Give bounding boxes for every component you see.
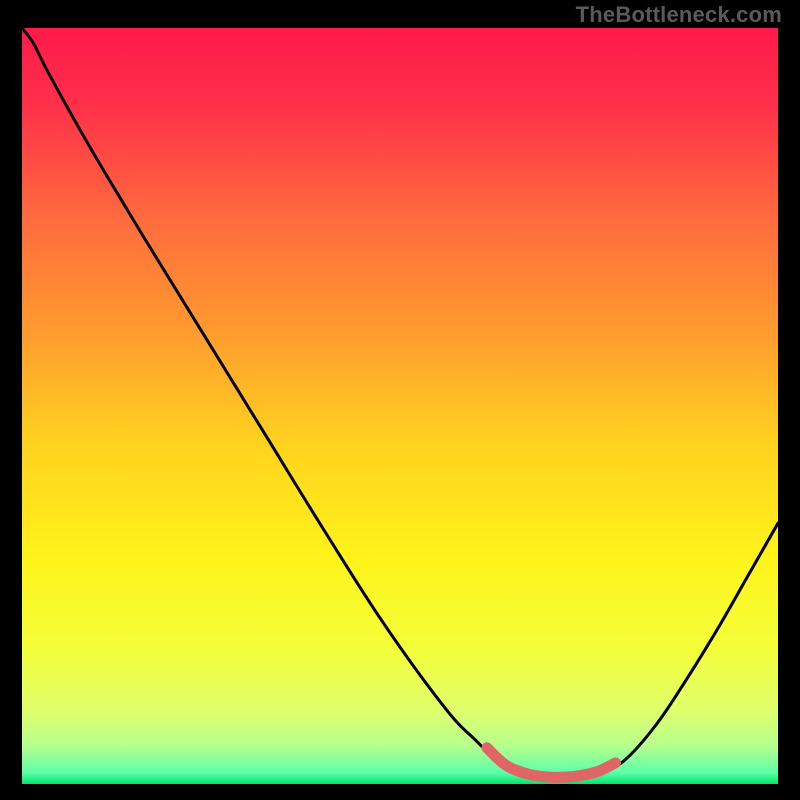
plot-area: [22, 28, 778, 784]
watermark-text: TheBottleneck.com: [576, 2, 782, 28]
curve-layer: [22, 28, 778, 784]
valley-highlight: [487, 748, 616, 778]
chart-container: TheBottleneck.com: [0, 0, 800, 800]
bottleneck-curve: [22, 28, 778, 779]
